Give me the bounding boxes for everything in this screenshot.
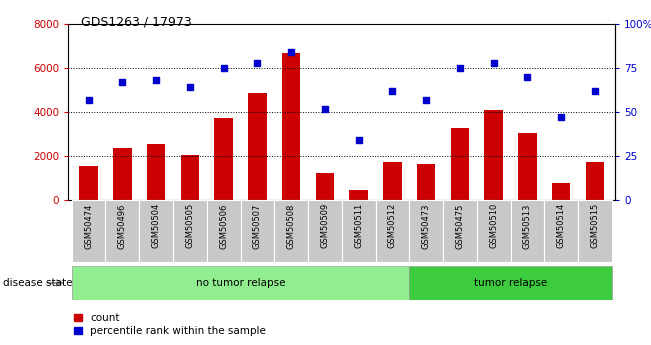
Point bbox=[454, 66, 465, 71]
Bar bbox=[316, 172, 334, 200]
Text: GSM50513: GSM50513 bbox=[523, 203, 532, 249]
Point bbox=[252, 60, 262, 66]
Point bbox=[387, 88, 398, 94]
Bar bbox=[477, 200, 510, 262]
Point bbox=[151, 78, 161, 83]
Text: no tumor relapse: no tumor relapse bbox=[196, 278, 285, 288]
Text: GSM50508: GSM50508 bbox=[286, 203, 296, 249]
Bar bbox=[450, 128, 469, 200]
Bar bbox=[409, 200, 443, 262]
Bar bbox=[552, 183, 570, 200]
Bar bbox=[578, 200, 612, 262]
Bar bbox=[274, 200, 308, 262]
Text: GSM50505: GSM50505 bbox=[186, 203, 195, 248]
Text: GSM50506: GSM50506 bbox=[219, 203, 228, 249]
Text: GSM50473: GSM50473 bbox=[422, 203, 431, 249]
Bar bbox=[586, 161, 604, 200]
Bar bbox=[282, 53, 300, 200]
Text: tumor relapse: tumor relapse bbox=[474, 278, 547, 288]
Bar bbox=[72, 200, 105, 262]
Bar bbox=[72, 266, 409, 300]
Text: GSM50515: GSM50515 bbox=[590, 203, 600, 248]
Bar bbox=[417, 164, 436, 200]
Bar bbox=[342, 200, 376, 262]
Text: GSM50512: GSM50512 bbox=[388, 203, 397, 248]
Point bbox=[353, 138, 364, 143]
Text: GSM50514: GSM50514 bbox=[557, 203, 566, 248]
Bar bbox=[383, 161, 402, 200]
Legend: count, percentile rank within the sample: count, percentile rank within the sample bbox=[74, 313, 266, 336]
Bar bbox=[147, 144, 165, 200]
Bar bbox=[518, 133, 536, 200]
Text: GSM50504: GSM50504 bbox=[152, 203, 161, 248]
Text: GDS1263 / 17973: GDS1263 / 17973 bbox=[81, 16, 192, 29]
Bar bbox=[484, 110, 503, 200]
Point bbox=[421, 97, 432, 102]
Bar bbox=[308, 200, 342, 262]
Point bbox=[185, 85, 195, 90]
Bar bbox=[207, 200, 240, 262]
Text: GSM50474: GSM50474 bbox=[84, 203, 93, 249]
Point bbox=[590, 88, 600, 94]
Bar bbox=[443, 200, 477, 262]
Text: GSM50509: GSM50509 bbox=[320, 203, 329, 248]
Bar bbox=[105, 200, 139, 262]
Text: GSM50507: GSM50507 bbox=[253, 203, 262, 249]
Text: GSM50511: GSM50511 bbox=[354, 203, 363, 248]
Text: GSM50510: GSM50510 bbox=[489, 203, 498, 248]
Bar bbox=[79, 166, 98, 200]
Bar bbox=[214, 118, 233, 200]
Bar bbox=[139, 200, 173, 262]
Bar bbox=[510, 200, 544, 262]
Bar bbox=[173, 200, 207, 262]
Point bbox=[556, 115, 566, 120]
Point bbox=[83, 97, 94, 102]
Bar bbox=[350, 190, 368, 200]
Text: disease state: disease state bbox=[3, 278, 73, 288]
Point bbox=[320, 106, 330, 111]
Bar bbox=[180, 155, 199, 200]
Bar bbox=[113, 148, 132, 200]
Point bbox=[286, 50, 296, 55]
Point bbox=[522, 74, 533, 80]
Bar bbox=[248, 93, 267, 200]
Bar bbox=[544, 200, 578, 262]
Bar bbox=[240, 200, 274, 262]
Text: GSM50475: GSM50475 bbox=[456, 203, 464, 249]
Point bbox=[488, 60, 499, 66]
Text: GSM50496: GSM50496 bbox=[118, 203, 127, 249]
Bar bbox=[409, 266, 612, 300]
Point bbox=[219, 66, 229, 71]
Point bbox=[117, 79, 128, 85]
Bar bbox=[376, 200, 409, 262]
